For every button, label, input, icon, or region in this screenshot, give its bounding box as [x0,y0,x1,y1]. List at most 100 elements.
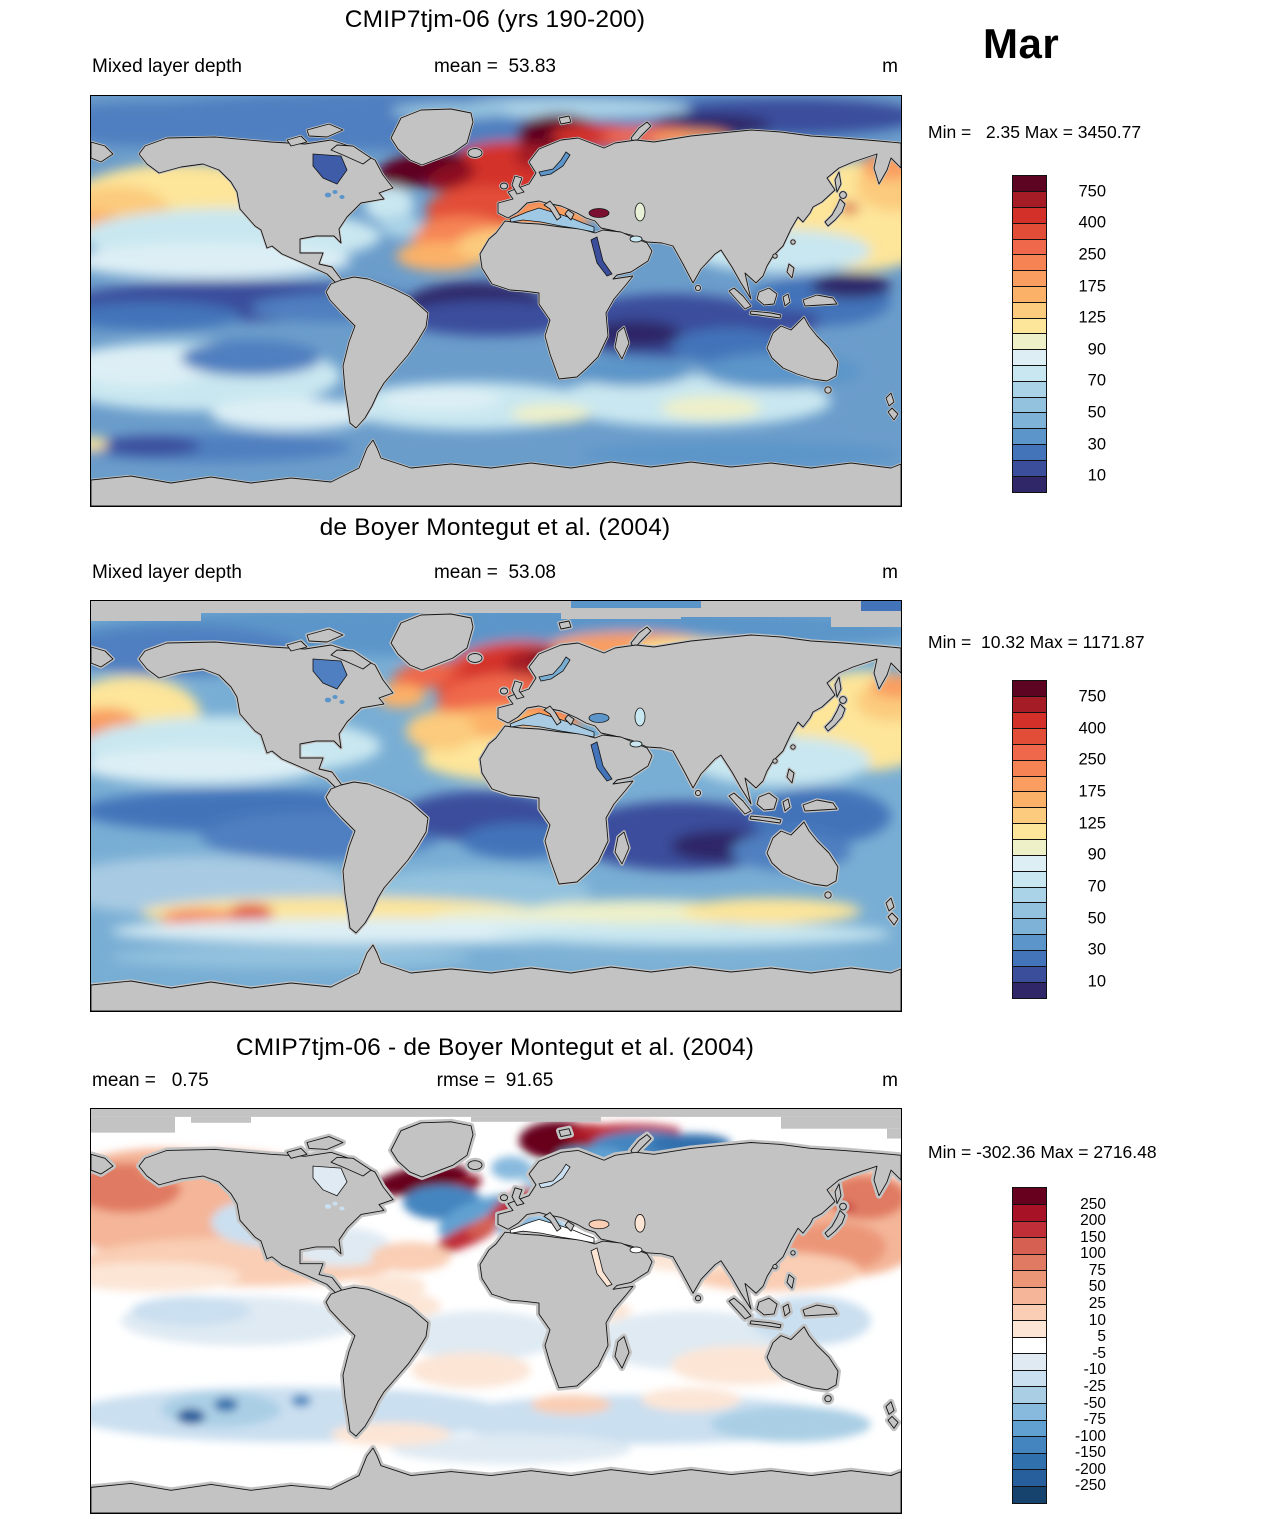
colorbar-tick-label: 150 [1080,1228,1106,1246]
colorbar-box [1012,396,1047,414]
colorbar-box [1012,175,1047,193]
panel-obs-map [90,600,902,1012]
panel-diff-map [90,1108,902,1514]
colorbar-box [1012,728,1047,745]
panel-diff-colorbar: 250 200 150 100 75 50 25 10 5 -5 -10 -25 -50 -75 -100-… [1012,1187,1106,1504]
colorbar-tick-label: 5 [1097,1328,1106,1346]
colorbar-tick-label: 25 [1088,1295,1106,1313]
colorbar-box [1012,918,1047,936]
colorbar-tick-label: 10 [1088,1311,1106,1329]
colorbar-tick-label: 175 [1078,277,1106,296]
colorbar-box [1012,1485,1047,1504]
colorbar-tick-label: -5 [1092,1344,1106,1362]
colorbar-box [1012,1452,1047,1471]
colorbar-box [1012,317,1047,335]
panel-model-title: CMIP7tjm-06 (yrs 190-200) [344,6,646,33]
colorbar-box [1012,191,1047,209]
colorbar-box [1012,1237,1047,1255]
units-label: m [882,1070,898,1091]
colorbar-tick-label: 250 [1080,1195,1106,1213]
colorbar-tick-label: -150 [1074,1444,1106,1462]
colorbar-box [1012,1419,1047,1438]
colorbar-tick-label: -200 [1074,1460,1106,1478]
mean-stat: mean = 53.83 [433,56,556,77]
colorbar-box [1012,333,1047,351]
colorbar-tick-label: 10 [1087,972,1106,991]
colorbar-tick-label: 50 [1087,403,1106,422]
field-label: Mixed layer depth [92,562,242,583]
colorbar-tick-label: 125 [1078,308,1106,327]
colorbar-box [1012,286,1047,303]
colorbar-box [1012,207,1047,224]
panel-obs-colorbar: 750 400 250 175 125 90 70 50 30 10 [1012,680,1106,999]
colorbar-tick-label: 30 [1087,940,1106,959]
panel-diff-subheader: mean = 0.75 rmse = 91.65 m [90,1070,900,1094]
colorbar-box [1012,696,1047,714]
colorbar-box [1012,1187,1047,1206]
field-label: Mixed layer depth [92,56,242,77]
colorbar-box [1012,775,1047,793]
colorbar-tick-label: 400 [1078,213,1106,232]
colorbar-box [1012,1353,1047,1371]
colorbar-box [1012,759,1047,777]
colorbar-box [1012,254,1047,272]
colorbar-box [1012,1286,1047,1305]
colorbar-box [1012,270,1047,288]
colorbar-tick-label: 750 [1078,182,1106,201]
colorbar-box [1012,680,1047,698]
colorbar-box [1012,854,1047,872]
colorbar-box [1012,412,1047,430]
panel-model-minmax: Min = 2.35 Max = 3450.77 [928,122,1142,142]
colorbar-tick-label: 125 [1078,814,1106,833]
colorbar-tick-label: 50 [1088,1278,1106,1296]
colorbar-box [1012,807,1047,825]
colorbar-box [1012,981,1047,999]
colorbar-box [1012,870,1047,888]
colorbar-box [1012,1253,1047,1272]
panel-obs-minmax: Min = 10.32 Max = 1171.87 [928,632,1145,652]
units-label: m [882,562,898,583]
colorbar-box [1012,1204,1047,1222]
mean-stat: mean = 0.75 [92,1070,209,1091]
colorbar-box [1012,475,1047,493]
colorbar-box [1012,1270,1047,1289]
colorbar-box [1012,1386,1047,1405]
colorbar-box [1012,1336,1047,1355]
colorbar-box [1012,365,1047,382]
colorbar-box [1012,238,1047,256]
colorbar-box [1012,838,1047,856]
panel-obs-title: de Boyer Montegut et al. (2004) [319,514,671,541]
panel-model-map [90,95,902,507]
colorbar-box [1012,459,1047,477]
colorbar-tick-label: 200 [1080,1212,1106,1230]
colorbar-box [1012,949,1047,967]
colorbar-tick-label: 90 [1087,845,1106,864]
panel-obs-subheader: Mixed layer depth mean = 53.08 m [90,562,900,586]
colorbar-tick-label: 250 [1078,750,1106,769]
units-label: m [882,56,898,77]
colorbar-tick-label: 10 [1087,466,1106,485]
colorbar-box [1012,428,1047,446]
colorbar-box [1012,743,1047,761]
month-label: Mar [983,20,1060,67]
mean-stat: mean = 53.08 [433,562,556,583]
colorbar-tick-label: 50 [1087,909,1106,928]
colorbar-tick-label: 175 [1078,782,1106,801]
colorbar-tick-label: -75 [1083,1411,1106,1429]
colorbar-box [1012,222,1047,240]
colorbar-box [1012,1303,1047,1322]
colorbar-box [1012,934,1047,951]
rmse-stat: rmse = 91.65 [436,1070,554,1091]
panel-model-subheader: Mixed layer depth mean = 53.83 m [90,56,900,80]
colorbar-tick-label: 70 [1087,877,1106,896]
colorbar-box [1012,1369,1047,1388]
colorbar-tick-label: -10 [1083,1361,1106,1379]
colorbar-tick-label: 400 [1078,719,1106,738]
colorbar-box [1012,965,1047,983]
colorbar-tick-label: 70 [1087,371,1106,390]
colorbar-box [1012,301,1047,319]
colorbar-tick-label: -250 [1074,1477,1106,1495]
colorbar-box [1012,1402,1047,1421]
colorbar-tick-label: 90 [1087,340,1106,359]
colorbar-box [1012,380,1047,398]
